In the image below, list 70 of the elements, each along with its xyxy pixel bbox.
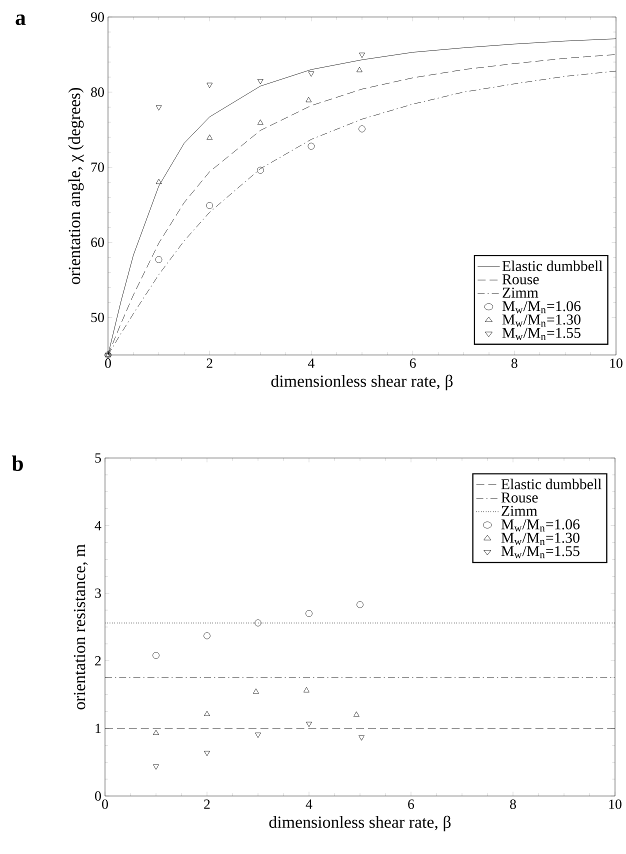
point <box>255 732 261 738</box>
point <box>254 620 262 626</box>
point <box>308 142 315 150</box>
point <box>306 96 312 102</box>
y-axis-title: orientation resistance, m <box>74 544 88 710</box>
point <box>356 66 362 72</box>
x-axis-title: dimensionless shear rate, β <box>271 374 453 390</box>
point <box>204 710 210 716</box>
y-tick-label: 2 <box>95 656 101 666</box>
point <box>308 72 314 77</box>
legend-label: M$_{w}$/M$_{n}$=1.06 <box>502 301 581 314</box>
y-tick-label: 90 <box>90 12 104 22</box>
y-tick-label: 50 <box>91 312 104 322</box>
point <box>206 82 213 88</box>
y-tick-label: 4 <box>94 521 102 530</box>
point <box>156 105 162 111</box>
point <box>152 652 160 659</box>
x-tick-label: 6 <box>408 800 414 809</box>
chart-title: a <box>16 14 26 26</box>
point <box>359 52 365 58</box>
point <box>204 632 210 640</box>
x-tick-label: 4 <box>306 800 312 809</box>
x-tick-label: 10 <box>610 358 622 368</box>
legend-label: Rouse <box>502 274 539 284</box>
y-tick-label: 1 <box>96 724 101 734</box>
x-axis-title: dimensionless shear rate, β <box>269 816 451 832</box>
y-tick-label: 0 <box>95 791 101 801</box>
x-tick-label: 6 <box>410 358 416 368</box>
y-tick-label: 80 <box>91 87 104 97</box>
point <box>306 722 312 728</box>
y-tick-label: 5 <box>95 453 101 463</box>
legend-label: Rouse <box>501 492 538 503</box>
x-tick-label: 2 <box>206 358 212 368</box>
y-axis-title: orientation angle, χ (degrees) <box>68 88 84 284</box>
legend-label: M$_{w}$/M$_{n}$=1.30 <box>502 314 580 327</box>
point <box>257 166 264 174</box>
x-tick-label: 0 <box>105 358 111 368</box>
y-tick-label: 3 <box>95 588 101 598</box>
x-tick-label: 10 <box>609 800 622 809</box>
legend-label: M$_{w}$/M$_{n}$=1.30 <box>501 532 580 545</box>
x-tick-label: 2 <box>204 800 210 809</box>
x-tick-label: 4 <box>308 358 314 368</box>
legend-label: Elastic dumbbell <box>501 478 602 490</box>
legend-label: Elastic dumbbell <box>502 260 603 272</box>
y-tick-label: 60 <box>91 238 104 248</box>
point <box>358 735 364 741</box>
point <box>206 202 213 209</box>
chart-title: b <box>12 456 23 471</box>
point <box>155 256 162 263</box>
point <box>156 178 162 184</box>
legend-label: M$_{w}$/M$_{n}$=1.06 <box>501 519 580 532</box>
point <box>153 730 159 735</box>
point <box>253 688 259 694</box>
point <box>204 750 210 756</box>
point <box>257 120 264 125</box>
point <box>303 687 310 692</box>
x-tick-label: 8 <box>510 800 516 809</box>
legend-label: Zimm <box>502 288 538 298</box>
point <box>206 134 213 140</box>
x-tick-label: 8 <box>511 358 518 368</box>
point <box>153 764 159 770</box>
legend-label: M$_{w}$/M$_{n}$=1.55 <box>502 328 580 340</box>
legend-label: M$_{w}$/M$_{n}$=1.55 <box>501 546 580 558</box>
point <box>353 711 360 717</box>
point <box>358 126 366 132</box>
point <box>356 601 364 608</box>
y-tick-label: 70 <box>91 162 104 172</box>
legend-label: Zimm <box>502 506 538 516</box>
point <box>257 79 264 84</box>
point <box>306 610 312 617</box>
